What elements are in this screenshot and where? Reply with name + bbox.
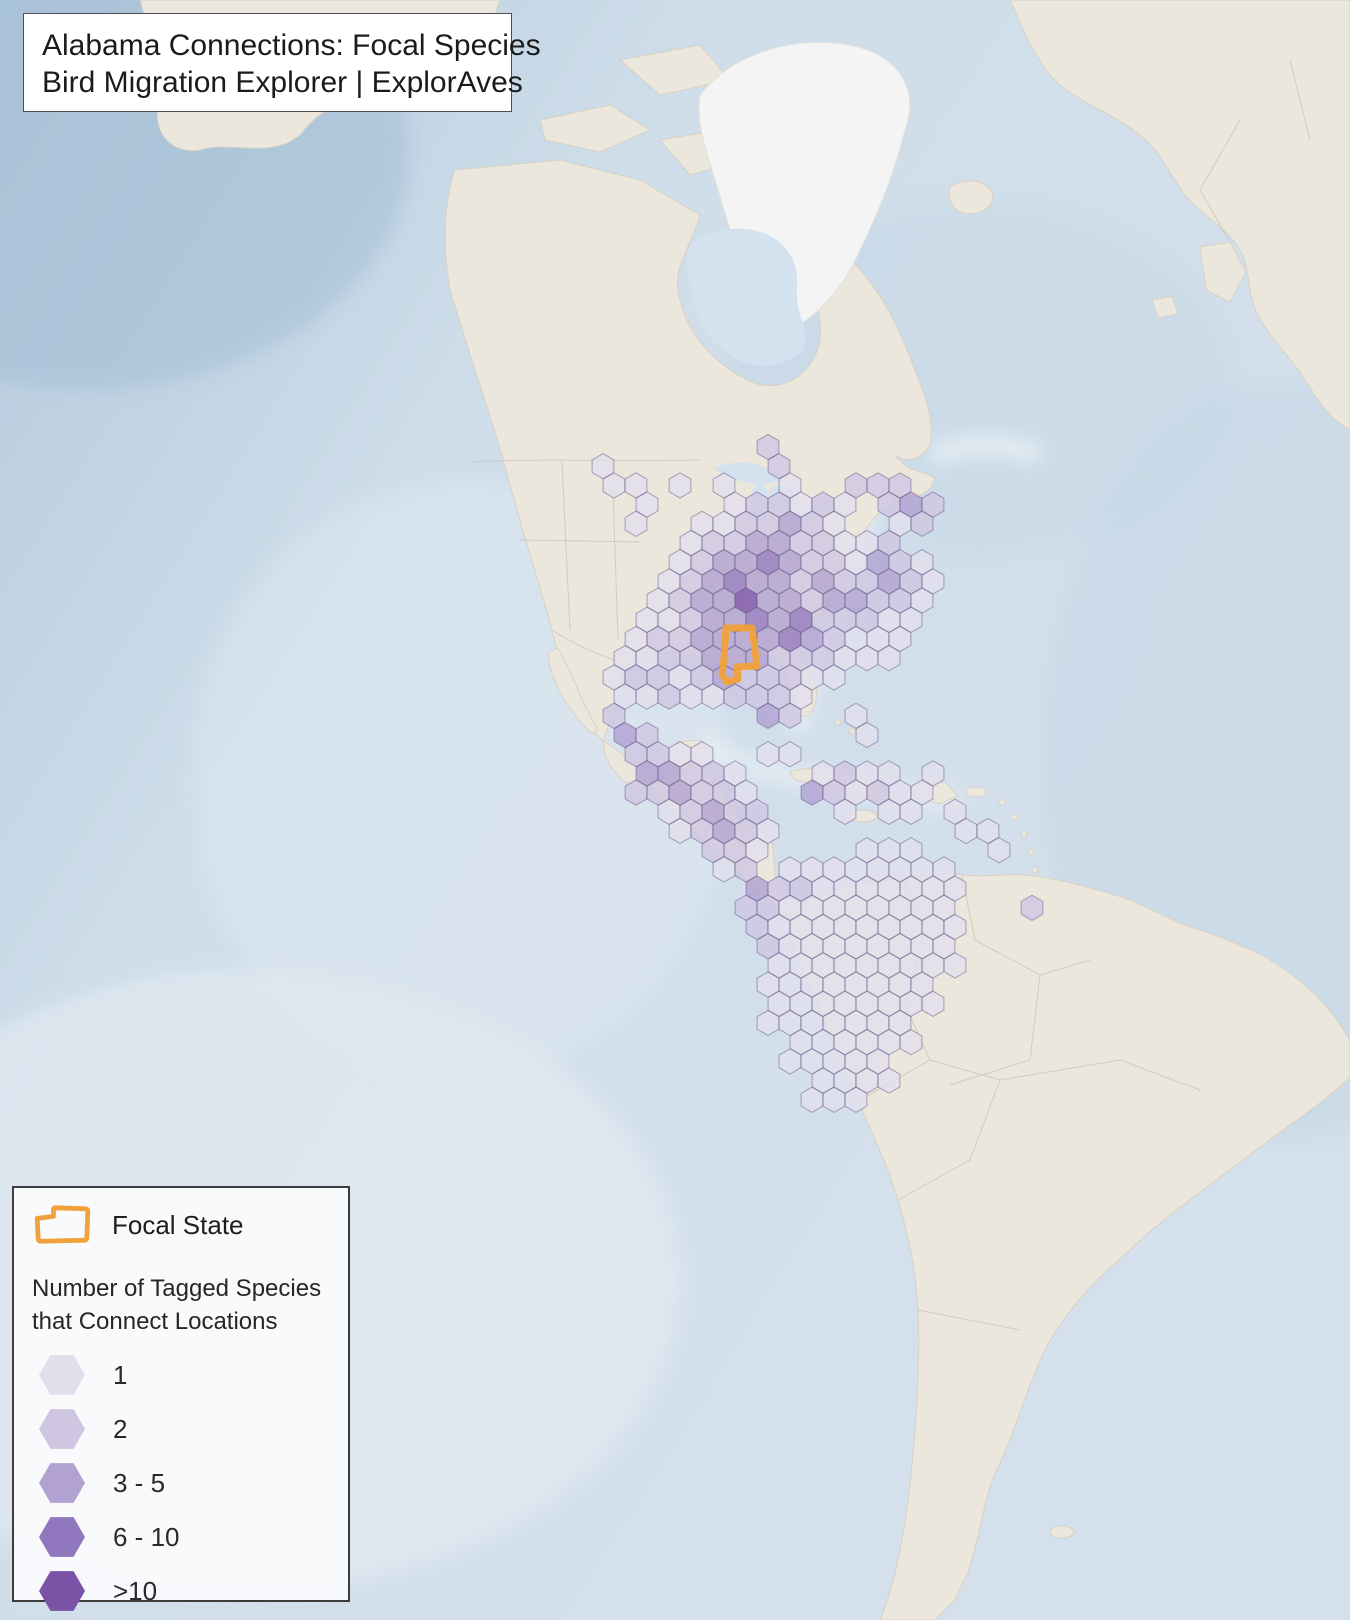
hex-bin[interactable] [899, 1029, 923, 1056]
legend-heading: Number of Tagged Species that Connect Lo… [32, 1275, 322, 1335]
title-line-1: Alabama Connections: Focal Species [42, 29, 541, 62]
legend-class-row: 2 [39, 1402, 332, 1456]
hex-bin-layer[interactable] [591, 433, 1044, 1113]
hex-bin[interactable] [877, 1067, 901, 1094]
hex-bin[interactable] [778, 702, 802, 729]
legend-hex-swatch [39, 1517, 85, 1557]
legend-hex-swatch [39, 1463, 85, 1503]
legend-hex-swatch [39, 1571, 85, 1611]
hex-bin[interactable] [987, 837, 1011, 864]
legend-class-row: 3 - 5 [39, 1456, 332, 1510]
hex-bin[interactable] [822, 664, 846, 691]
legend-focal-row: Focal State [32, 1204, 332, 1246]
hudson-bay [686, 228, 806, 367]
hex-bin[interactable] [899, 798, 923, 825]
legend-class-row: 1 [39, 1348, 332, 1402]
borders-layer [469, 59, 1311, 1331]
hex-bin[interactable] [943, 952, 967, 979]
hex-bin[interactable] [921, 990, 945, 1017]
hex-bin[interactable] [910, 510, 934, 537]
hex-bin[interactable] [668, 472, 692, 499]
land-europe [1009, 0, 1350, 431]
legend-panel: Focal State Number of Tagged Species tha… [12, 1186, 350, 1611]
title-box: Alabama Connections: Focal Species Bird … [23, 13, 541, 112]
hex-bin[interactable] [1020, 894, 1044, 921]
hex-bin[interactable] [844, 1086, 868, 1113]
legend-hex-swatch [39, 1355, 85, 1395]
hex-bin[interactable] [877, 645, 901, 672]
legend-focal-label: Focal State [112, 1209, 244, 1240]
hex-bin[interactable] [778, 741, 802, 768]
focal-state-icon [34, 1205, 91, 1244]
focal-state-outline [718, 624, 761, 686]
title-line-2: Bird Migration Explorer | ExplorAves [42, 66, 523, 99]
hex-bin[interactable] [833, 798, 857, 825]
hex-bin[interactable] [855, 721, 879, 749]
legend-class-row: 6 - 10 [39, 1510, 332, 1564]
legend-hex-swatch [39, 1409, 85, 1449]
legend-class-row: >10 [39, 1564, 332, 1618]
hex-bin[interactable] [624, 510, 648, 537]
